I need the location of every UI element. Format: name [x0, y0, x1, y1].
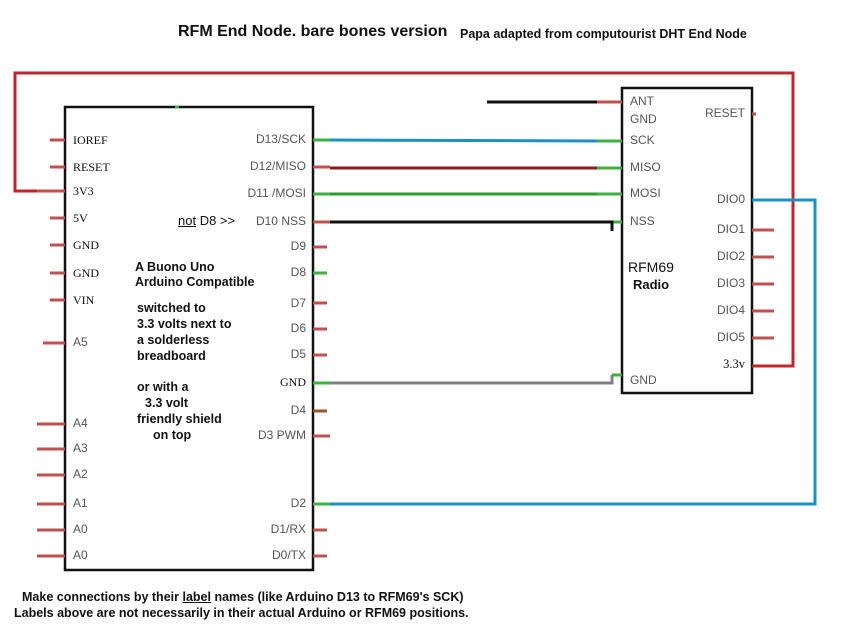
board-title-line1: A Buono Uno	[135, 260, 215, 274]
pin-label-gnd-2: GND	[73, 266, 99, 280]
pin-label-a3: A3	[73, 441, 88, 455]
footer-line-1-label: label	[182, 590, 211, 604]
board-note-6: or with a	[137, 380, 189, 394]
board-title-line2: Arduino Compatible	[135, 275, 255, 289]
rfm-pin-label-ant: ANT	[630, 94, 654, 108]
pin-label-d6: D6	[290, 321, 306, 335]
diagram-credit: Papa adapted from computourist DHT End N…	[460, 27, 747, 41]
rfm-pin-label-dio2: DIO2	[716, 249, 745, 263]
wire-3v3	[13, 71, 795, 368]
pin-label-a2: A2	[73, 467, 88, 481]
pin-label-a4: A4	[73, 416, 88, 430]
pin-label-d8: D8	[290, 265, 306, 279]
rfm-pin-label-dio3: DIO3	[716, 276, 745, 290]
arduino-left-pin-stubs	[37, 138, 65, 558]
footer-line-1: Make connections by their label names (l…	[22, 590, 464, 604]
rfm-name: RFM69	[628, 259, 674, 275]
rfm-pin-label-dio5: DIO5	[716, 330, 745, 344]
pin-label-3v3: 3V3	[73, 184, 94, 198]
pin-label-d7: D7	[290, 296, 306, 310]
not-d8-note: not D8 >>	[178, 213, 235, 228]
wire-nss	[330, 220, 614, 231]
pin-label-a1: A1	[73, 496, 88, 510]
footer-line-1-post: names (like Arduino D13 to RFM69's SCK)	[210, 590, 464, 604]
wire-sck	[329, 138, 598, 143]
rfm-pin-label-gnd-1: GND	[630, 112, 657, 126]
rfm-right-pin-stubs	[752, 112, 774, 340]
pin-label-d12: D12/MISO	[249, 159, 306, 173]
board-note-9: on top	[153, 428, 192, 442]
rfm-subtitle: Radio	[633, 277, 670, 292]
footer-line-2: Labels above are not necessarily in thei…	[14, 606, 469, 620]
footer-line-1-pre: Make connections by their	[22, 590, 183, 604]
rfm-left-pin-stubs	[597, 100, 622, 377]
board-note-2: 3.3 volts next to	[137, 317, 232, 331]
pin-label-d9: D9	[290, 239, 306, 253]
rfm-pin-label-3v3: 3.3v	[723, 357, 745, 371]
rfm-pin-label-dio4: DIO4	[716, 303, 745, 317]
rfm-pin-label-reset: RESET	[704, 106, 745, 120]
board-note-1: switched to	[137, 301, 206, 315]
rfm-pin-label-mosi: MOSI	[630, 186, 661, 200]
pin-label-a0-1: A0	[73, 522, 88, 536]
wire-gnd	[330, 375, 614, 385]
pin-label-ioref: IOREF	[73, 133, 108, 147]
pin-label-d0: D0/TX	[271, 548, 306, 562]
pin-label-d3: D3 PWM	[258, 428, 306, 442]
pin-label-a5: A5	[73, 335, 88, 349]
rfm-pin-label-sck: SCK	[630, 133, 655, 147]
diagram-title: RFM End Node. bare bones version	[178, 23, 448, 40]
board-note-8: friendly shield	[137, 412, 222, 426]
pin-label-d10: D10 NSS	[255, 214, 306, 228]
pin-label-a0-2: A0	[73, 548, 88, 562]
wire-dio0	[330, 198, 817, 506]
arduino-right-pin-stubs	[313, 138, 330, 558]
pin-label-d4: D4	[290, 403, 306, 417]
pin-label-5v: 5V	[73, 211, 88, 225]
rfm-pin-label-dio1: DIO1	[716, 222, 745, 236]
rfm69-module-outline	[620, 86, 754, 395]
rfm-pin-label-miso: MISO	[630, 160, 661, 174]
board-note-3: a solderless	[137, 333, 210, 347]
board-note-7: 3.3 volt	[145, 396, 189, 410]
arduino-board-outline	[63, 105, 315, 572]
board-note-4: breadboard	[137, 349, 206, 363]
pin-label-d11: D11 /MOSI	[247, 186, 306, 200]
not-d8-note-not: not	[178, 213, 197, 228]
pin-label-reset: RESET	[73, 160, 110, 174]
pin-label-vin: VIN	[73, 293, 95, 307]
pin-label-d1: D1/RX	[270, 522, 306, 536]
pin-label-d13: D13/SCK	[255, 132, 306, 146]
not-d8-note-rest: D8 >>	[196, 213, 236, 228]
rfm-pin-label-dio0: DIO0	[716, 192, 745, 206]
pin-label-d2: D2	[290, 496, 306, 510]
rfm-pin-label-nss: NSS	[630, 214, 655, 228]
rfm-pin-label-gnd-2: GND	[630, 373, 657, 387]
pin-label-d5: D5	[290, 347, 306, 361]
pin-label-gnd-right: GND	[280, 375, 306, 389]
pin-label-gnd-1: GND	[73, 238, 99, 252]
